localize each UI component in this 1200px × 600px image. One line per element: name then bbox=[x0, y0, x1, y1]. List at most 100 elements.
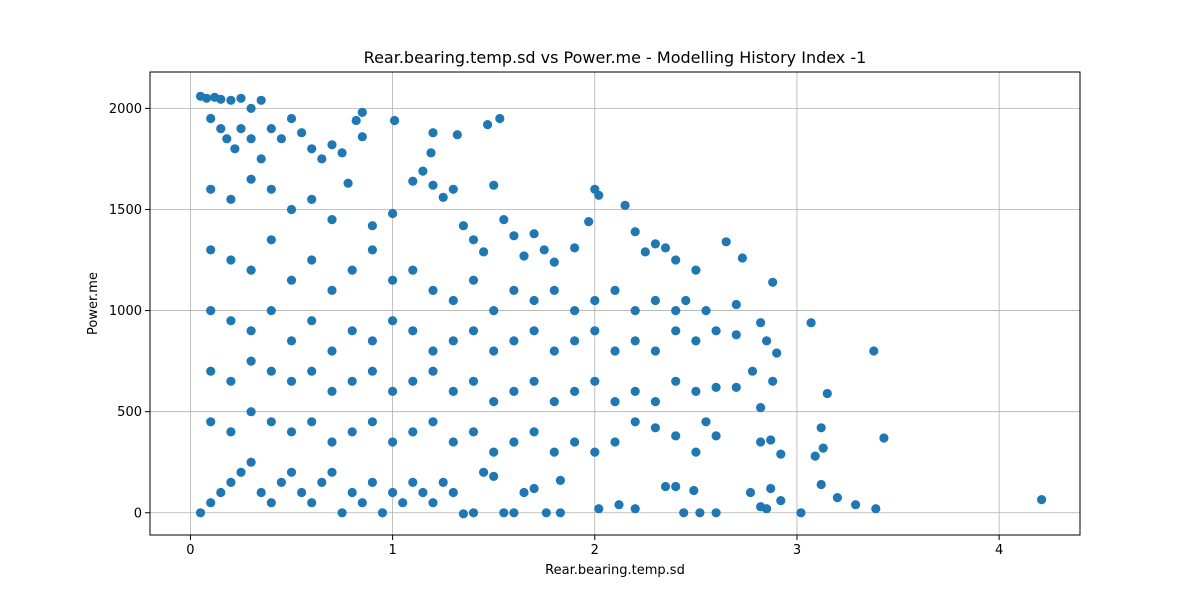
data-point bbox=[226, 255, 236, 265]
data-point bbox=[650, 423, 661, 433]
data-point bbox=[701, 306, 711, 316]
data-point bbox=[519, 251, 529, 261]
data-point bbox=[343, 178, 353, 188]
data-point bbox=[246, 356, 256, 366]
data-point bbox=[236, 93, 246, 103]
data-point bbox=[614, 500, 624, 510]
data-point bbox=[816, 479, 826, 490]
data-point bbox=[418, 166, 428, 176]
data-point bbox=[307, 498, 317, 508]
chart-title: Rear.bearing.temp.sd vs Power.me - Model… bbox=[364, 48, 867, 67]
data-point bbox=[438, 192, 448, 202]
data-point bbox=[307, 255, 317, 265]
data-point bbox=[367, 221, 377, 231]
data-point bbox=[630, 306, 640, 316]
data-point bbox=[388, 275, 398, 285]
data-point bbox=[701, 417, 711, 427]
data-point bbox=[650, 346, 661, 356]
data-point bbox=[468, 427, 479, 437]
data-point bbox=[650, 295, 661, 306]
data-point bbox=[337, 148, 347, 158]
data-point bbox=[509, 336, 519, 346]
x-tick-label: 3 bbox=[793, 543, 801, 558]
data-point bbox=[691, 447, 701, 457]
data-point bbox=[766, 483, 776, 494]
data-point bbox=[206, 306, 216, 316]
data-point bbox=[711, 431, 721, 441]
data-point bbox=[610, 346, 620, 356]
data-point bbox=[529, 376, 539, 386]
data-point bbox=[539, 245, 549, 255]
data-point bbox=[570, 437, 580, 447]
data-point bbox=[317, 477, 327, 487]
data-point bbox=[871, 504, 881, 514]
data-point bbox=[630, 336, 640, 346]
data-point bbox=[347, 487, 357, 498]
data-point bbox=[570, 306, 580, 316]
y-axis-label: Power.me bbox=[86, 272, 101, 335]
data-point bbox=[458, 221, 468, 231]
data-point bbox=[620, 200, 630, 210]
data-point bbox=[236, 124, 246, 134]
data-point bbox=[499, 508, 509, 518]
data-point bbox=[286, 427, 297, 437]
data-point bbox=[448, 487, 458, 498]
data-point bbox=[307, 316, 317, 326]
data-point bbox=[286, 275, 297, 285]
data-point bbox=[357, 498, 367, 508]
data-point bbox=[796, 508, 806, 518]
data-point bbox=[689, 485, 699, 496]
data-point bbox=[879, 433, 889, 443]
data-point bbox=[499, 215, 509, 225]
axis-ticks: 0 1 2 3 4 0 500 1000 1500 2000 bbox=[109, 102, 1003, 558]
data-point bbox=[286, 336, 297, 346]
data-point bbox=[590, 447, 600, 457]
data-point bbox=[226, 477, 236, 487]
data-point bbox=[495, 113, 505, 124]
data-point bbox=[307, 194, 317, 204]
data-point bbox=[230, 144, 240, 154]
data-point bbox=[529, 483, 539, 494]
data-point bbox=[388, 316, 398, 326]
data-point bbox=[367, 477, 377, 487]
data-point bbox=[671, 326, 681, 336]
data-point bbox=[731, 330, 741, 340]
data-point bbox=[428, 498, 438, 508]
data-point bbox=[206, 417, 216, 427]
data-point bbox=[216, 124, 226, 134]
data-point bbox=[483, 120, 493, 130]
data-point bbox=[529, 295, 539, 306]
data-point bbox=[509, 437, 519, 447]
data-point bbox=[367, 417, 377, 427]
data-point bbox=[756, 318, 766, 328]
data-point bbox=[286, 376, 297, 386]
data-point bbox=[351, 115, 361, 126]
data-point bbox=[327, 437, 337, 447]
data-point bbox=[195, 508, 206, 518]
data-point bbox=[594, 190, 604, 200]
data-point bbox=[570, 336, 580, 346]
data-point bbox=[768, 277, 778, 287]
data-point bbox=[630, 227, 640, 237]
data-point bbox=[276, 477, 286, 487]
data-point bbox=[428, 346, 438, 356]
data-point bbox=[816, 423, 826, 433]
data-point bbox=[691, 386, 701, 396]
data-point bbox=[468, 326, 479, 336]
data-point bbox=[695, 508, 705, 518]
y-tick-label: 0 bbox=[134, 506, 142, 521]
x-tick-label: 2 bbox=[591, 543, 599, 558]
data-point bbox=[468, 275, 479, 285]
data-point bbox=[731, 299, 741, 310]
data-point bbox=[286, 204, 297, 215]
data-points bbox=[195, 91, 1047, 519]
axes-frame bbox=[149, 71, 1081, 536]
data-point bbox=[772, 348, 782, 358]
data-point bbox=[357, 107, 367, 117]
data-point bbox=[327, 285, 337, 295]
data-point bbox=[307, 417, 317, 427]
data-point bbox=[810, 451, 820, 461]
data-point bbox=[711, 508, 721, 518]
data-point bbox=[479, 467, 489, 477]
